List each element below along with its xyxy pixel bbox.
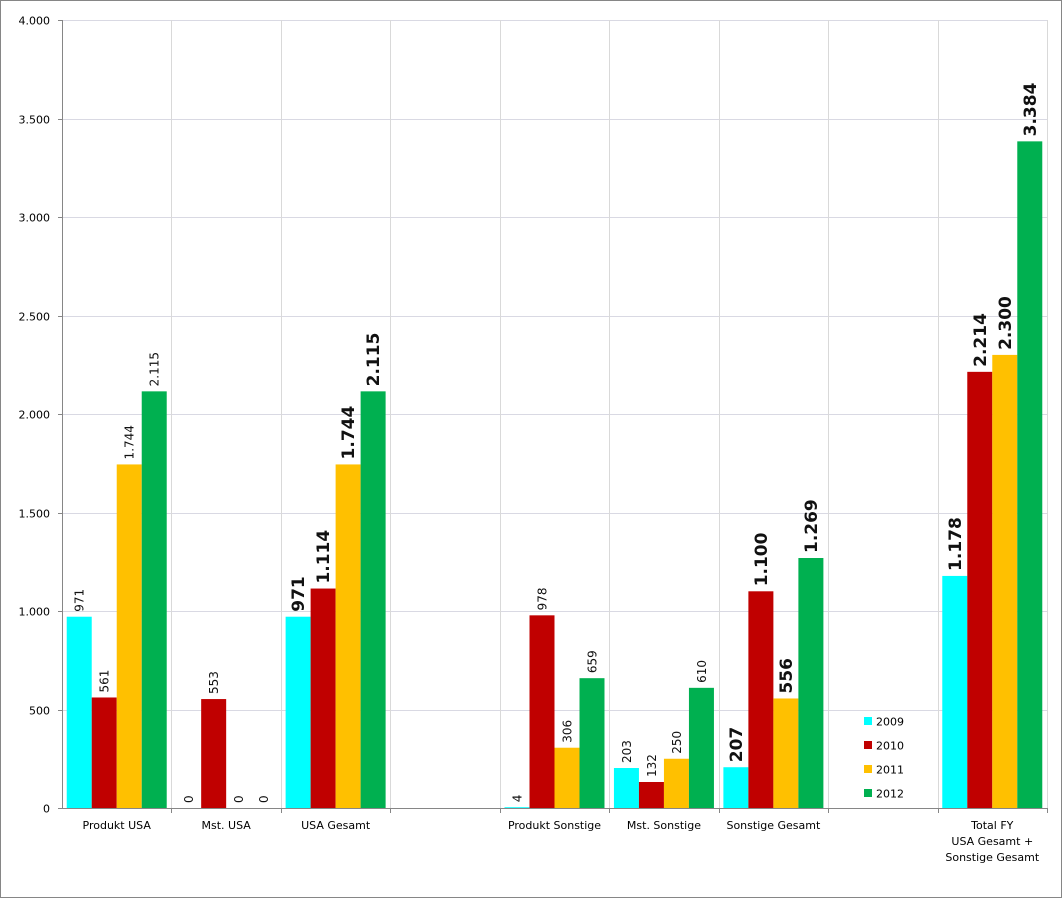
legend-swatch-2009 — [864, 717, 872, 725]
bar-2011 — [116, 464, 142, 808]
data-label: 3.384 — [1021, 82, 1041, 136]
y-tick-label: 2.500 — [19, 311, 51, 324]
y-tick-label: 0 — [43, 803, 50, 816]
bar-2010 — [748, 591, 774, 808]
data-label: 1.744 — [339, 405, 359, 459]
legend-swatch-2012 — [864, 789, 872, 797]
axes: 0 500 1.000 1.500 2.000 2.500 3.000 3.500 4.000 P… — [19, 15, 1048, 864]
bar-2012 — [798, 558, 824, 808]
data-label: 553 — [207, 671, 221, 694]
bar-2009 — [942, 575, 968, 808]
bar-2009 — [613, 768, 639, 808]
data-label: 1.744 — [123, 425, 137, 459]
bar-2012 — [1017, 141, 1043, 809]
legend-label: 2011 — [876, 764, 904, 777]
legend-label: 2009 — [876, 716, 904, 729]
legend-swatch-2010 — [864, 741, 872, 749]
bar-2010 — [529, 615, 555, 808]
legend: 2009 2010 2011 2012 — [864, 716, 904, 801]
y-tick-label: 3.000 — [19, 212, 51, 225]
bar-2011 — [554, 747, 580, 808]
y-tick-label: 3.500 — [19, 114, 51, 127]
bar-2010 — [310, 588, 336, 808]
bar-2011 — [992, 354, 1018, 808]
data-label: 971 — [73, 589, 87, 612]
bar-2009 — [285, 616, 311, 808]
bar-2009 — [504, 807, 530, 808]
data-label: 556 — [777, 658, 797, 694]
legend-label: 2012 — [876, 788, 904, 801]
bar-2010 — [91, 697, 117, 808]
bar-2012 — [141, 391, 167, 808]
bar-2012 — [579, 678, 605, 808]
data-label: 659 — [585, 650, 599, 673]
category-label: Produkt Sonstige — [508, 819, 601, 832]
category-label: Sonstige Gesamt — [945, 851, 1040, 864]
data-label: 1.178 — [946, 517, 966, 571]
y-tick-label: 2.000 — [19, 409, 51, 422]
data-label: 1.100 — [752, 532, 772, 586]
bar-2011 — [773, 698, 799, 808]
data-label: 4 — [510, 795, 524, 803]
data-label: 2.300 — [996, 296, 1016, 350]
gridlines — [62, 20, 1048, 808]
bar-2011 — [335, 464, 361, 808]
bar-2009 — [66, 616, 92, 808]
data-label: 1.114 — [314, 530, 334, 584]
legend-swatch-2011 — [864, 765, 872, 773]
data-label: 0 — [182, 795, 196, 803]
data-label: 0 — [257, 795, 271, 803]
data-label: 132 — [645, 754, 659, 777]
data-label: 306 — [560, 720, 574, 743]
bar-2012 — [688, 687, 714, 808]
bar-2010 — [967, 371, 993, 808]
bar-2011 — [663, 758, 689, 808]
legend-label: 2010 — [876, 740, 904, 753]
category-label: Mst. Sonstige — [627, 819, 701, 832]
category-label: Produkt USA — [83, 819, 152, 832]
bar-2012 — [360, 391, 386, 808]
data-labels: 971 0 971 4 203 207 1.178 561 553 1.114 978 132 1.10… — [73, 82, 1041, 803]
data-label: 2.115 — [148, 352, 162, 386]
data-label: 610 — [695, 660, 709, 683]
data-label: 2.115 — [364, 333, 384, 387]
data-label: 207 — [727, 727, 747, 763]
data-label: 0 — [232, 795, 246, 803]
bar-2009 — [723, 767, 749, 808]
data-label: 561 — [98, 670, 112, 693]
category-label: USA Gesamt — [301, 819, 371, 832]
data-label: 971 — [289, 576, 309, 612]
data-label: 1.269 — [802, 499, 822, 553]
bar-2010 — [201, 699, 227, 808]
y-tick-label: 1.000 — [19, 606, 51, 619]
category-label: Mst. USA — [202, 819, 252, 832]
data-label: 203 — [620, 740, 634, 763]
data-label: 2.214 — [971, 313, 991, 367]
category-label: USA Gesamt + — [951, 835, 1033, 848]
bars — [66, 141, 1043, 809]
bar-2010 — [638, 781, 664, 808]
data-label: 978 — [535, 587, 549, 610]
y-tick-label: 1.500 — [19, 508, 51, 521]
y-tick-label: 500 — [29, 705, 50, 718]
category-label: Total FY — [970, 819, 1014, 832]
data-label: 250 — [670, 731, 684, 754]
y-tick-label: 4.000 — [19, 15, 51, 28]
category-label: Sonstige Gesamt — [726, 819, 821, 832]
